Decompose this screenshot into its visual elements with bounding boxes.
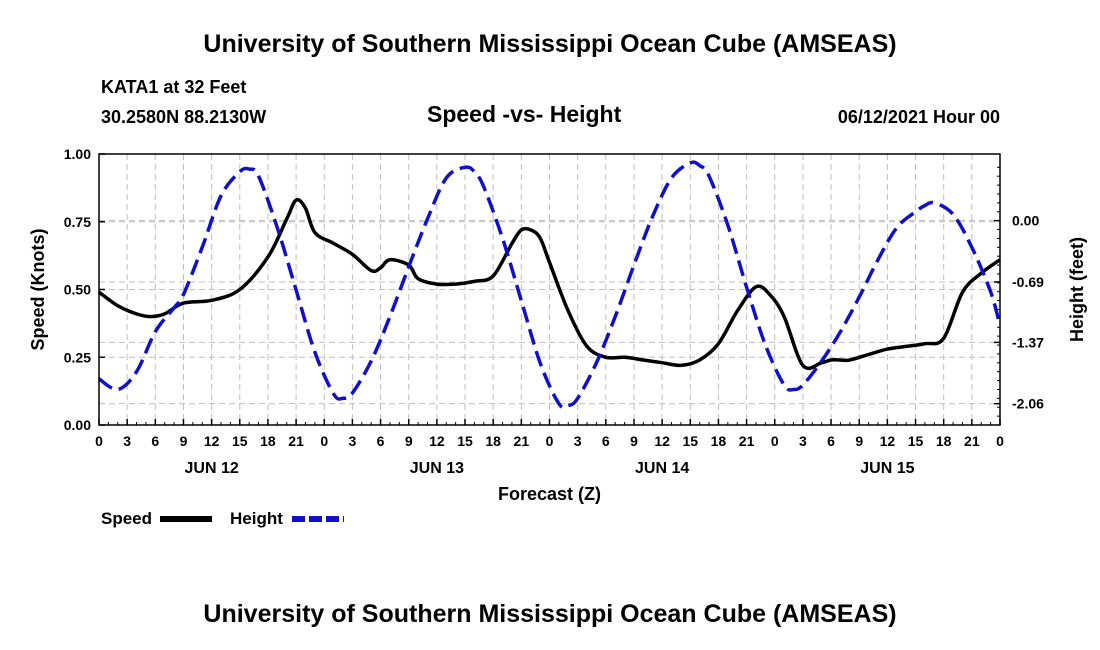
left-tick-label: 0.75: [64, 214, 91, 230]
x-tick-label: 3: [574, 433, 582, 449]
x-tick-label: 21: [964, 433, 980, 449]
x-tick-label: 12: [880, 433, 896, 449]
x-tick-label: 6: [151, 433, 159, 449]
legend-speed-swatch: [160, 516, 212, 522]
x-tick-label: 9: [180, 433, 188, 449]
x-tick-label: 18: [485, 433, 501, 449]
legend-height-label: Height: [230, 509, 283, 528]
x-tick-label: 6: [377, 433, 385, 449]
legend-height-swatch: [292, 516, 344, 522]
x-tick-label: 0: [95, 433, 103, 449]
x-tick-label: 21: [288, 433, 304, 449]
x-tick-label: 15: [682, 433, 698, 449]
x-tick-label: 18: [260, 433, 276, 449]
x-tick-label: 6: [602, 433, 610, 449]
x-tick-label: 0: [546, 433, 554, 449]
x-tick-label: 9: [405, 433, 413, 449]
right-tick-label: -1.37: [1012, 334, 1044, 350]
right-tick-label: 0.00: [1012, 213, 1039, 229]
x-axis-title: Forecast (Z): [498, 484, 601, 504]
x-tick-label: 3: [799, 433, 807, 449]
height-series-line: [97, 160, 1002, 410]
left-tick-label: 0.50: [64, 282, 91, 298]
x-tick-label: 3: [349, 433, 357, 449]
left-tick-label: 1.00: [64, 146, 91, 162]
x-tick-label: 0: [996, 433, 1004, 449]
chart-subtitle: Speed -vs- Height: [427, 101, 622, 127]
x-tick-label: 0: [320, 433, 328, 449]
top-title: University of Southern Mississippi Ocean…: [203, 30, 897, 58]
x-tick-label: 15: [457, 433, 473, 449]
x-tick-label: 6: [827, 433, 835, 449]
x-tick-label: 21: [739, 433, 755, 449]
legend-speed-label: Speed: [101, 509, 153, 528]
speed-height-chart: 0.00 0.25 0.50 0.75 1.00 0.00 -0.69 -1.37 -2.06 0…: [28, 146, 1087, 504]
x-tick-label: 12: [429, 433, 445, 449]
left-tick-label: 0.00: [64, 417, 91, 433]
x-tick-label: 15: [908, 433, 924, 449]
x-tick-label: 3: [123, 433, 131, 449]
bottom-title: University of Southern Mississippi Ocean…: [203, 600, 897, 628]
station-label: KATA1 at 32 Feet: [101, 77, 247, 97]
y-axis-title-right: Height (feet): [1067, 237, 1087, 342]
day-label: JUN 15: [860, 460, 914, 477]
day-label: JUN 14: [635, 460, 689, 477]
station-coords: 30.2580N 88.2130W: [101, 107, 267, 127]
x-tick-label: 12: [204, 433, 220, 449]
x-tick-label: 12: [654, 433, 670, 449]
speed-series-line: [97, 197, 1002, 371]
x-tick-label: 21: [514, 433, 530, 449]
x-tick-label: 9: [630, 433, 638, 449]
x-tick-label: 15: [232, 433, 248, 449]
x-tick-label: 18: [711, 433, 727, 449]
forecast-date: 06/12/2021 Hour 00: [837, 107, 1000, 127]
left-tick-label: 0.25: [64, 349, 91, 365]
x-tick-label: 18: [936, 433, 952, 449]
day-label: JUN 13: [410, 460, 464, 477]
y-axis-title-left: Speed (Knots): [28, 228, 48, 350]
right-tick-label: -2.06: [1012, 396, 1044, 412]
x-tick-label: 0: [771, 433, 779, 449]
x-tick-label: 9: [855, 433, 863, 449]
right-tick-label: -0.69: [1012, 274, 1044, 290]
day-label: JUN 12: [185, 460, 239, 477]
